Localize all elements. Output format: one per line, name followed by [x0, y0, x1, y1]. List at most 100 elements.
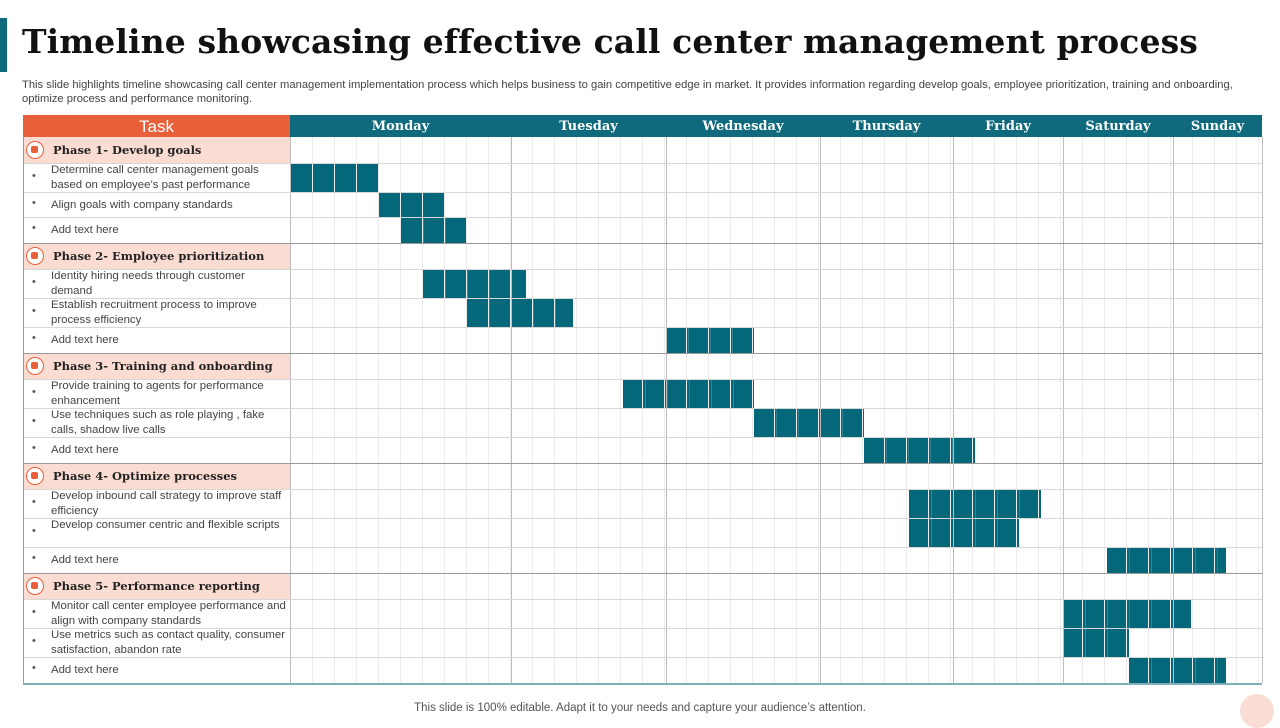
gantt-bar[interactable]	[666, 327, 754, 353]
grid-line-minor	[1104, 137, 1105, 683]
bullet-dot: •	[32, 414, 36, 427]
footer-note: This slide is 100% editable. Adapt it to…	[414, 702, 866, 714]
grid-line-phase	[23, 243, 1262, 244]
grid-line-minor	[708, 137, 709, 683]
gantt-bar[interactable]	[622, 379, 754, 408]
grid-line-phase	[23, 573, 1262, 574]
grid-line-minor	[422, 137, 423, 683]
bar-subdivision	[841, 408, 843, 437]
corner-decoration	[1240, 694, 1274, 728]
grid-line-minor	[950, 137, 951, 683]
gantt-bar[interactable]	[1107, 547, 1227, 573]
gantt-bar[interactable]	[466, 298, 573, 327]
bullet-dot: •	[32, 222, 36, 234]
bar-subdivision	[951, 437, 953, 463]
bar-subdivision	[1107, 599, 1108, 628]
grid-line-row	[23, 192, 1262, 193]
day-header-friday: Friday	[985, 119, 1031, 134]
grid-line-minor	[466, 137, 467, 683]
bar-subdivision	[1151, 657, 1152, 683]
phase-label: Phase 4- Optimize processes	[53, 469, 237, 483]
grid-line-day	[290, 137, 291, 683]
bar-subdivision	[931, 518, 933, 547]
grid-line-minor	[532, 137, 533, 683]
grid-line-minor	[1148, 137, 1149, 683]
grid-line-minor	[752, 137, 753, 683]
day-header-tuesday: Tuesday	[559, 119, 618, 134]
grid-line-day	[953, 137, 954, 683]
bar-subdivision	[710, 327, 711, 353]
bullet-dot: •	[32, 552, 36, 564]
grid-line-minor	[356, 137, 357, 683]
grid-line-minor	[620, 137, 621, 683]
grid-line-row	[23, 379, 1262, 380]
bullet-dot: •	[32, 304, 36, 317]
gantt-bar[interactable]	[909, 518, 1019, 547]
phase-label: Phase 2- Employee prioritization	[53, 249, 265, 263]
grid-line-day	[666, 137, 667, 683]
bar-subdivision	[732, 327, 733, 353]
grid-line-minor	[1126, 137, 1127, 683]
bar-subdivision	[1129, 547, 1130, 573]
grid-line-row	[23, 489, 1262, 490]
task-label: Use metrics such as contact quality, con…	[51, 629, 286, 656]
day-header-bar	[290, 115, 1262, 137]
bullet-dot: •	[32, 442, 36, 454]
grid-line-minor	[642, 137, 643, 683]
phase-row-bg	[23, 573, 290, 599]
bar-subdivision	[554, 298, 556, 327]
grid-line-day	[820, 137, 821, 683]
gantt-bar[interactable]	[422, 269, 527, 298]
bar-subdivision	[1107, 628, 1108, 657]
bar-subdivision	[444, 269, 446, 298]
task-label: Align goals with company standards	[51, 198, 233, 211]
target-icon	[26, 141, 44, 159]
grid-line-row	[23, 327, 1262, 328]
grid-line-minor	[686, 137, 687, 683]
bullet-dot: •	[32, 196, 36, 209]
bar-subdivision	[1195, 547, 1196, 573]
grid-line-minor	[730, 137, 731, 683]
bar-subdivision	[532, 298, 534, 327]
bar-subdivision	[1195, 657, 1196, 683]
phase-label: Phase 5- Performance reporting	[53, 579, 260, 593]
grid-line-minor	[884, 137, 885, 683]
phase-label: Phase 1- Develop goals	[53, 143, 202, 157]
bar-subdivision	[997, 518, 999, 547]
gantt-bar[interactable]	[909, 489, 1041, 518]
grid-line-minor	[1192, 137, 1193, 683]
gantt-bar[interactable]	[400, 217, 467, 243]
gantt-bar[interactable]	[378, 192, 445, 217]
task-header-cell	[23, 115, 290, 137]
grid-line-row	[23, 298, 1262, 299]
phase-row-bg	[23, 463, 290, 489]
task-label: Identity hiring needs through customer d…	[51, 270, 245, 297]
grid-line-minor	[1038, 137, 1039, 683]
grid-line-minor	[1170, 137, 1171, 683]
task-label: Provide training to agents for performan…	[51, 380, 264, 407]
task-label: Add text here	[51, 444, 119, 456]
grid-line-minor	[994, 137, 995, 683]
grid-line-minor	[774, 137, 775, 683]
grid-line-minor	[334, 137, 335, 683]
phase-row-bg	[23, 137, 290, 163]
task-label: Add text here	[51, 334, 119, 346]
grid-line-phase	[23, 353, 1262, 354]
grid-line-minor	[1258, 137, 1259, 683]
bar-subdivision	[644, 379, 646, 408]
bar-subdivision	[1129, 599, 1130, 628]
gantt-bar[interactable]	[753, 408, 864, 437]
bullet-dot: •	[32, 634, 36, 647]
phase-row-bg	[23, 353, 290, 379]
grid-line-minor	[972, 137, 973, 683]
gantt-bar[interactable]	[1063, 628, 1129, 657]
task-label: Add text here	[51, 224, 119, 236]
grid-line-minor	[400, 137, 401, 683]
task-label: Develop inbound call strategy to improve…	[51, 490, 282, 517]
grid-line-day	[1063, 137, 1064, 683]
grid-line-row	[23, 163, 1262, 164]
gantt-bar[interactable]	[1129, 657, 1227, 683]
grid-line-minor	[554, 137, 555, 683]
gantt-bar[interactable]	[863, 437, 975, 463]
bar-subdivision	[907, 437, 909, 463]
